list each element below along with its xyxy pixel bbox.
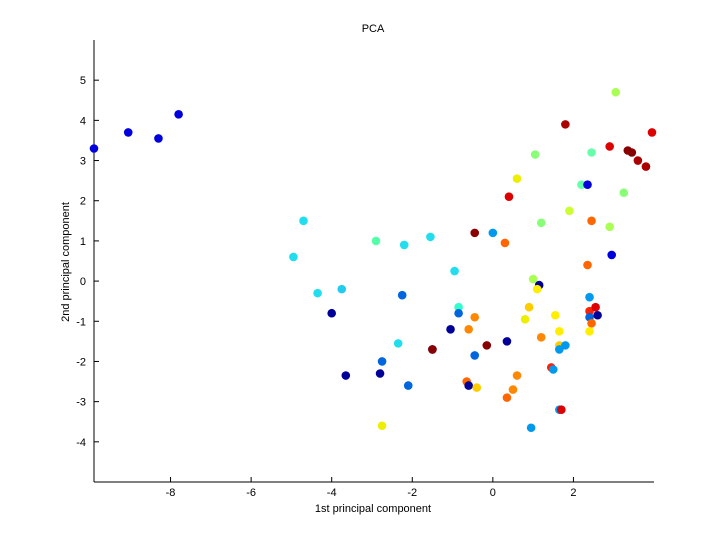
data-point	[502, 393, 512, 402]
x-tick-label: 2	[570, 487, 576, 499]
data-point	[619, 188, 629, 197]
data-point	[454, 308, 463, 318]
data-point	[611, 87, 621, 97]
data-point	[647, 128, 657, 137]
data-point	[454, 302, 463, 312]
data-point	[585, 292, 594, 302]
y-tick-label: -3	[76, 397, 86, 409]
data-point	[377, 421, 387, 431]
y-tick-label: -1	[76, 316, 86, 328]
data-point	[528, 274, 538, 284]
x-tick-label: -6	[246, 487, 256, 499]
data-point	[512, 371, 522, 380]
data-point	[397, 290, 407, 300]
data-point	[561, 341, 570, 350]
data-point	[565, 206, 574, 216]
data-point	[587, 318, 596, 328]
x-axis-label: 1st principal component	[315, 503, 431, 515]
y-tick-label: -2	[76, 356, 86, 368]
data-point	[313, 288, 322, 298]
data-point	[482, 341, 492, 350]
data-point	[464, 381, 473, 390]
data-point	[504, 192, 514, 202]
y-tick-label: 1	[80, 236, 86, 248]
data-point	[532, 284, 542, 294]
data-point	[605, 142, 614, 151]
y-tick-label: 5	[80, 75, 86, 87]
data-point	[450, 266, 459, 276]
data-point	[428, 345, 437, 354]
data-point	[526, 423, 536, 433]
data-point	[174, 110, 183, 119]
data-point	[470, 228, 480, 238]
data-point	[299, 216, 308, 226]
data-point	[555, 345, 564, 354]
data-point	[500, 238, 510, 248]
data-point	[426, 232, 435, 242]
data-point	[377, 357, 387, 366]
data-point	[375, 369, 385, 378]
y-tick-label: 2	[80, 196, 86, 208]
data-point	[583, 260, 592, 270]
data-point	[587, 148, 596, 157]
data-point	[591, 302, 600, 312]
data-point	[524, 302, 534, 312]
plot-area: -8 -6 -4 -2 0 2 -4 -3 -2 -1 0 1 2 3 4 5	[76, 40, 657, 499]
data-point	[327, 308, 336, 318]
y-tick-label: -4	[76, 437, 86, 449]
y-axis-label: 2nd principal component	[60, 202, 72, 322]
data-point	[393, 339, 403, 348]
data-point	[341, 371, 351, 380]
data-point	[488, 228, 498, 238]
data-point	[605, 222, 614, 232]
data-point	[550, 310, 560, 320]
data-point	[472, 383, 482, 392]
data-point	[470, 312, 480, 322]
data-point	[536, 218, 546, 228]
data-point	[583, 180, 592, 189]
y-tick-label: 0	[80, 276, 86, 288]
data-point	[557, 405, 566, 414]
x-tick-label: 0	[490, 487, 496, 499]
data-point	[587, 216, 596, 226]
data-point	[548, 365, 558, 374]
data-point	[89, 144, 99, 153]
data-point	[399, 240, 409, 250]
data-point	[585, 327, 594, 336]
y-tick-label: 4	[80, 115, 86, 127]
data-point	[508, 385, 518, 394]
data-point	[555, 327, 564, 336]
data-point	[123, 128, 133, 137]
data-point	[446, 325, 455, 334]
data-point	[530, 150, 540, 159]
data-point	[585, 306, 594, 316]
data-point	[371, 236, 381, 246]
data-point	[403, 381, 413, 390]
data-point	[627, 148, 637, 157]
data-point	[337, 284, 347, 294]
data-point	[607, 250, 616, 260]
x-tick-label: -2	[407, 487, 417, 499]
data-point	[536, 333, 546, 342]
data-point	[641, 162, 651, 171]
data-point	[289, 252, 298, 262]
data-point	[512, 174, 522, 183]
data-point	[633, 156, 643, 165]
data-point	[593, 310, 602, 320]
y-tick-label: 3	[80, 156, 86, 168]
x-tick-label: -4	[327, 487, 337, 499]
data-point	[577, 180, 586, 189]
data-point	[502, 337, 512, 346]
data-point	[464, 325, 473, 334]
x-tick-label: -8	[166, 487, 176, 499]
chart-title: PCA	[362, 23, 385, 35]
data-point	[561, 120, 570, 129]
data-point	[154, 134, 163, 143]
data-point	[520, 314, 530, 324]
data-point	[470, 351, 480, 360]
